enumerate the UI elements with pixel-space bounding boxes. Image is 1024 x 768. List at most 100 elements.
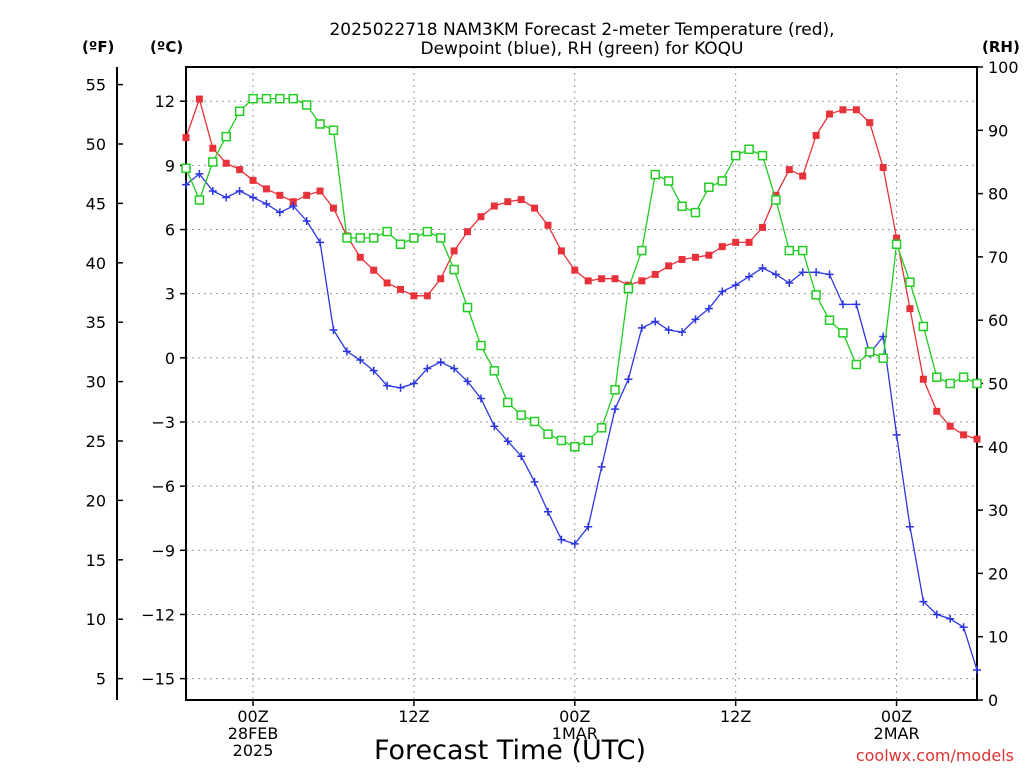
time-tick-label: 1MAR bbox=[552, 724, 598, 743]
dewpoint-point bbox=[825, 270, 834, 279]
rh-tick-label: 60 bbox=[988, 311, 1008, 330]
rh-tick-label: 90 bbox=[988, 121, 1008, 140]
dewpoint-point bbox=[892, 430, 901, 439]
dewpoint-point bbox=[932, 610, 941, 619]
time-tick-label: 00Z bbox=[881, 707, 912, 726]
rh-point bbox=[570, 442, 580, 452]
dewpoint-point bbox=[691, 315, 700, 324]
dewpoint-point bbox=[946, 614, 955, 623]
rh-point bbox=[757, 150, 768, 161]
rh-point bbox=[851, 359, 862, 370]
temperature-point bbox=[879, 164, 887, 172]
temperature-point bbox=[799, 172, 807, 180]
fahrenheit-tick-label: 10 bbox=[86, 610, 106, 629]
rh-point bbox=[677, 201, 687, 212]
dewpoint-point bbox=[812, 268, 821, 277]
temperature-point bbox=[437, 275, 445, 283]
temperature-point bbox=[571, 266, 579, 274]
rh-point bbox=[422, 226, 433, 237]
dewpoint-point bbox=[463, 377, 472, 386]
temperature-point bbox=[598, 275, 606, 283]
rh-point bbox=[918, 321, 929, 332]
temperature-point bbox=[209, 144, 217, 152]
celsius-tick-label: −15 bbox=[141, 670, 175, 689]
temperature-point bbox=[705, 251, 713, 259]
dewpoint-point bbox=[570, 539, 579, 548]
temperature-point bbox=[812, 131, 820, 139]
temperature-point bbox=[651, 270, 659, 278]
dewpoint-point bbox=[329, 326, 338, 335]
dewpoint-point bbox=[919, 597, 928, 606]
series-layer bbox=[181, 93, 982, 675]
rh-point bbox=[650, 169, 660, 180]
rh-point bbox=[529, 416, 540, 427]
dewpoint-point bbox=[369, 366, 378, 375]
rh-point bbox=[315, 119, 325, 129]
rh-point bbox=[275, 93, 285, 104]
fahrenheit-tick-label: 45 bbox=[86, 194, 106, 213]
rh-point bbox=[730, 150, 741, 161]
temperature-point bbox=[665, 262, 673, 270]
temperature-point bbox=[933, 407, 941, 415]
unit-label-fahrenheit: (ºF) bbox=[82, 38, 114, 56]
rh-point bbox=[248, 93, 258, 104]
fahrenheit-axis: 55 50 45 40 35 30 25 20 15 10 5 bbox=[86, 76, 123, 689]
rh-point bbox=[717, 176, 728, 186]
rh-point bbox=[288, 93, 299, 104]
dewpoint-point bbox=[356, 355, 365, 364]
dewpoint-point bbox=[557, 535, 566, 544]
dewpoint-point bbox=[450, 364, 459, 373]
temperature-point bbox=[826, 110, 834, 118]
dewpoint-point bbox=[383, 381, 392, 390]
rh-point bbox=[194, 195, 205, 205]
fahrenheit-tick-label: 30 bbox=[86, 373, 106, 392]
dewpoint-point bbox=[222, 193, 231, 202]
rh-point bbox=[476, 340, 486, 351]
temperature-point bbox=[195, 95, 203, 103]
dewpoint-point bbox=[664, 326, 673, 335]
rh-point bbox=[221, 131, 231, 142]
rh-point bbox=[945, 378, 955, 389]
temperature-point bbox=[464, 228, 472, 236]
dewpoint-point bbox=[436, 358, 445, 367]
temperature-point bbox=[691, 253, 699, 261]
rh-tick-label: 40 bbox=[988, 438, 1008, 457]
dewpoint-point bbox=[771, 270, 780, 279]
fahrenheit-tick-label: 50 bbox=[86, 135, 106, 154]
rh-point bbox=[181, 163, 191, 174]
temperature-point bbox=[423, 292, 431, 300]
dewpoint-point bbox=[959, 623, 968, 632]
time-tick-label: 00Z bbox=[237, 707, 268, 726]
temperature-point bbox=[276, 191, 284, 199]
rh-point bbox=[449, 264, 459, 275]
x-axis-label: Forecast Time (UTC) bbox=[374, 735, 646, 766]
temperature-point bbox=[370, 266, 378, 274]
rh-tick-label: 80 bbox=[988, 185, 1008, 204]
rh-point bbox=[690, 207, 701, 218]
temperature-point bbox=[678, 255, 686, 263]
dewpoint-point bbox=[678, 328, 687, 337]
time-tick-label: 12Z bbox=[398, 707, 429, 726]
temperature-point bbox=[544, 221, 552, 229]
rh-tick-label: 70 bbox=[988, 248, 1008, 267]
celsius-tick-label: −9 bbox=[151, 541, 175, 560]
temperature-point bbox=[236, 166, 244, 174]
dewpoint-point bbox=[651, 317, 660, 326]
temperature-point bbox=[718, 243, 726, 251]
temperature-point bbox=[383, 279, 391, 287]
dewpoint-point bbox=[409, 379, 418, 388]
time-tick-label: 2025 bbox=[233, 741, 274, 760]
dewpoint-point bbox=[262, 199, 271, 208]
dewpoint-point bbox=[530, 477, 539, 486]
rh-point bbox=[824, 315, 835, 325]
dewpoint-point bbox=[973, 666, 981, 675]
temperature-point bbox=[303, 191, 311, 199]
temperature-point bbox=[477, 213, 485, 221]
dewpoint-point bbox=[758, 264, 767, 273]
rh-point bbox=[932, 372, 942, 382]
celsius-tick-label: 12 bbox=[155, 92, 175, 111]
temperature-point bbox=[960, 431, 968, 439]
temperature-point bbox=[745, 238, 753, 246]
temperature-point bbox=[758, 223, 766, 231]
